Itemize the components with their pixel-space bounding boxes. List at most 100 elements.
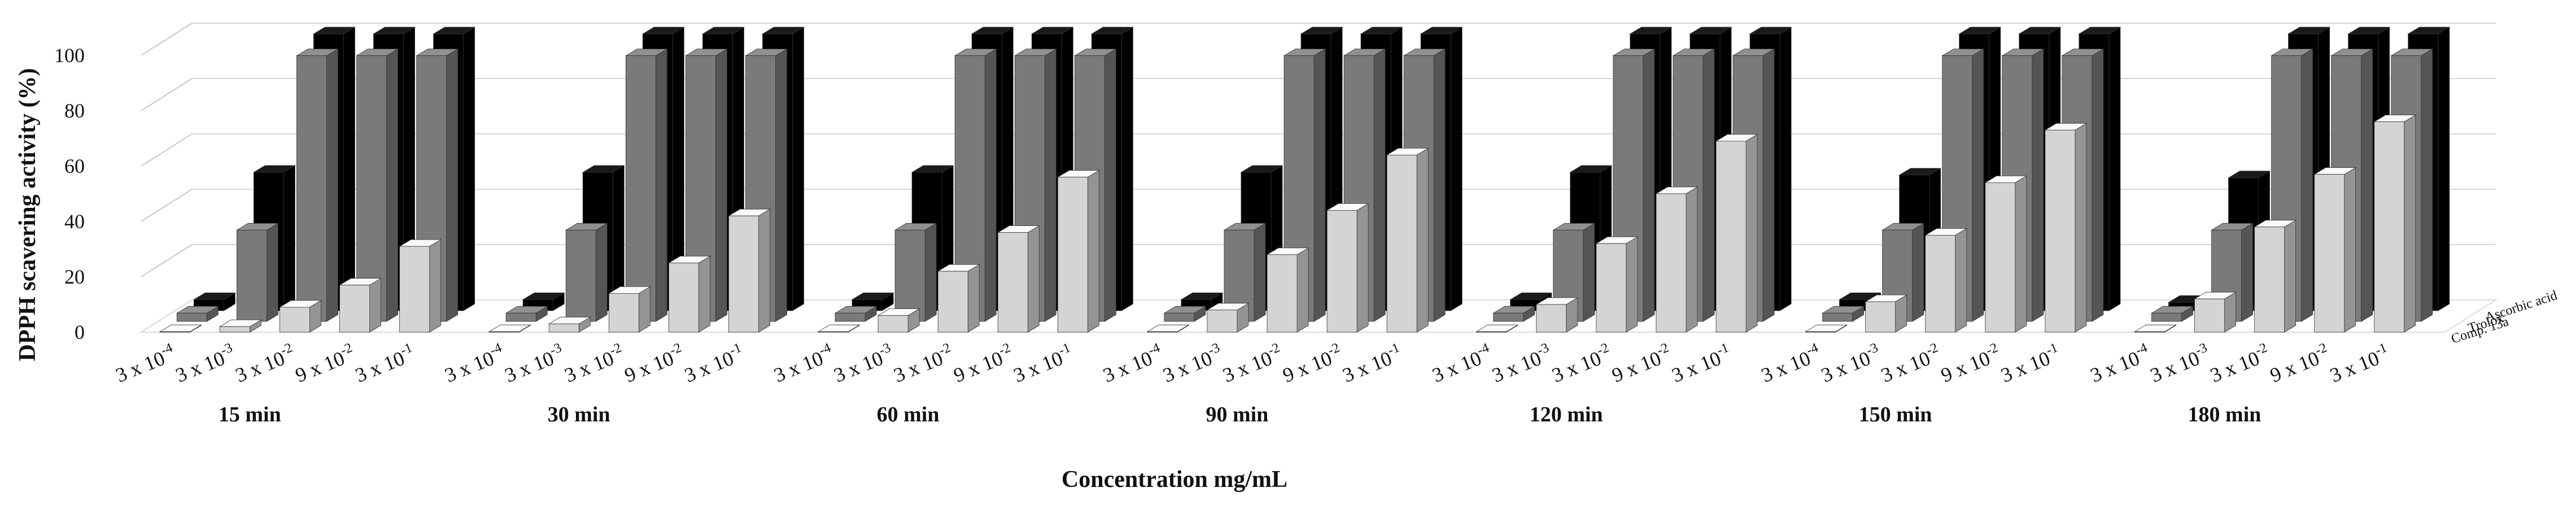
bar-front bbox=[548, 323, 579, 333]
y-tick-label: 0 bbox=[75, 321, 85, 343]
bar-side bbox=[326, 48, 338, 322]
gridline-side bbox=[141, 23, 193, 56]
bar-side bbox=[1686, 186, 1698, 333]
bar-comp-13a bbox=[1056, 169, 1100, 333]
bar-front bbox=[176, 312, 207, 322]
x-tick-label: 3 x 10-3 bbox=[172, 341, 238, 387]
bar-side bbox=[1643, 48, 1655, 322]
x-tick-base: 9 x 10 bbox=[1609, 347, 1664, 387]
x-tick-base: 3 x 10 bbox=[890, 347, 946, 387]
bar-front bbox=[505, 312, 536, 322]
x-tick-label: 3 x 10-4 bbox=[2086, 341, 2153, 387]
bar-front bbox=[894, 229, 925, 322]
bar-side bbox=[1745, 134, 1758, 333]
x-tick-label: 3 x 10-4 bbox=[1428, 341, 1495, 387]
x-tick-base: 3 x 10 bbox=[1010, 347, 1066, 387]
bar-comp-13a bbox=[488, 324, 531, 333]
x-tick-base: 3 x 10 bbox=[1818, 347, 1874, 387]
x-tick-label: 3 x 10-1 bbox=[680, 341, 747, 387]
x-tick-base: 3 x 10 bbox=[232, 347, 287, 387]
bar-comp-13a bbox=[1475, 324, 1519, 333]
bar-side bbox=[2438, 27, 2450, 311]
bar-comp-13a bbox=[548, 316, 591, 333]
x-tick-base: 3 x 10 bbox=[2207, 347, 2262, 387]
bar-top bbox=[817, 324, 861, 332]
bar-side bbox=[1027, 225, 1040, 333]
bar-side bbox=[1356, 203, 1369, 333]
bar-front bbox=[2045, 129, 2076, 333]
group-label: 120 min bbox=[1530, 403, 1603, 426]
bar-side bbox=[1087, 169, 1099, 333]
x-tick-label: 3 x 10-3 bbox=[1817, 341, 1884, 387]
bar-side bbox=[1626, 236, 1638, 333]
bar-comp-13a bbox=[1655, 186, 1699, 333]
group-label: 90 min bbox=[1206, 403, 1268, 426]
y-tick-label: 100 bbox=[54, 44, 85, 67]
x-axis-title: Concentration mg/mL bbox=[1062, 467, 1287, 493]
bar-front bbox=[236, 229, 267, 322]
bar-front bbox=[877, 315, 909, 333]
bar-front bbox=[1656, 193, 1687, 333]
x-tick-label: 3 x 10-4 bbox=[1099, 341, 1165, 387]
bar-side bbox=[1296, 247, 1309, 333]
x-tick-label: 3 x 10-3 bbox=[2146, 341, 2213, 387]
bar-front bbox=[1985, 182, 2016, 333]
bar-top bbox=[2134, 324, 2177, 332]
bar-comp-13a bbox=[399, 239, 442, 333]
x-tick-label: 3 x 10-2 bbox=[1219, 341, 1285, 387]
gridline-side bbox=[141, 133, 193, 167]
gridline-side bbox=[141, 244, 193, 277]
bar-side bbox=[2075, 123, 2087, 333]
x-tick-label: 3 x 10-1 bbox=[1339, 341, 1405, 387]
bar-side bbox=[1254, 223, 1266, 322]
x-tick-base: 3 x 10 bbox=[1160, 347, 1215, 387]
bar-front bbox=[219, 326, 250, 333]
group-label: 30 min bbox=[548, 403, 610, 426]
x-tick-label: 3 x 10-3 bbox=[829, 341, 896, 387]
bar-side bbox=[1044, 48, 1056, 322]
bar-trolox bbox=[296, 48, 339, 322]
x-tick-label: 3 x 10-4 bbox=[770, 341, 836, 387]
x-tick-label: 3 x 10-2 bbox=[561, 341, 627, 387]
bar-top bbox=[1146, 324, 1190, 332]
x-tick-base: 3 x 10 bbox=[771, 347, 826, 387]
bar-comp-13a bbox=[997, 225, 1040, 333]
bar-front bbox=[1267, 254, 1298, 333]
x-tick-base: 3 x 10 bbox=[2327, 347, 2382, 387]
bar-side bbox=[1779, 27, 1792, 311]
bar-comp-13a bbox=[2313, 167, 2357, 333]
x-tick-base: 3 x 10 bbox=[501, 347, 557, 387]
bar-side bbox=[1450, 27, 1462, 311]
bar-comp-13a bbox=[1715, 134, 1758, 333]
bar-side bbox=[698, 255, 710, 333]
x-tick-label: 3 x 10-3 bbox=[1159, 341, 1225, 387]
bar-comp-13a bbox=[1865, 294, 1908, 333]
bar-comp-13a bbox=[877, 308, 920, 333]
group-label: 15 min bbox=[219, 403, 281, 426]
bar-comp-13a bbox=[2044, 123, 2088, 333]
bar-comp-13a bbox=[1266, 247, 1309, 333]
bar-side bbox=[775, 48, 787, 322]
bar-side bbox=[758, 208, 770, 333]
bar-trolox bbox=[505, 306, 548, 322]
bar-comp-13a bbox=[2194, 291, 2237, 333]
bar-trolox bbox=[1552, 223, 1596, 322]
bar-comp-13a bbox=[728, 208, 771, 333]
y-tick-label: 60 bbox=[64, 155, 85, 177]
bar-side bbox=[429, 239, 442, 333]
bar-side bbox=[2361, 48, 2373, 322]
x-tick-label: 3 x 10-2 bbox=[232, 341, 298, 387]
bar-side bbox=[638, 286, 650, 333]
x-tick-label: 3 x 10-3 bbox=[501, 341, 567, 387]
x-tick-base: 3 x 10 bbox=[1758, 347, 1813, 387]
bar-front bbox=[608, 293, 639, 333]
y-tick-label: 80 bbox=[64, 99, 85, 122]
bar-front bbox=[669, 263, 699, 333]
bar-side bbox=[715, 48, 727, 322]
bar-side bbox=[2404, 114, 2416, 333]
bar-trolox bbox=[834, 306, 877, 322]
x-tick-base: 9 x 10 bbox=[1938, 347, 1993, 387]
bar-front bbox=[1715, 141, 1747, 333]
x-tick-label: 9 x 10-2 bbox=[621, 341, 687, 387]
